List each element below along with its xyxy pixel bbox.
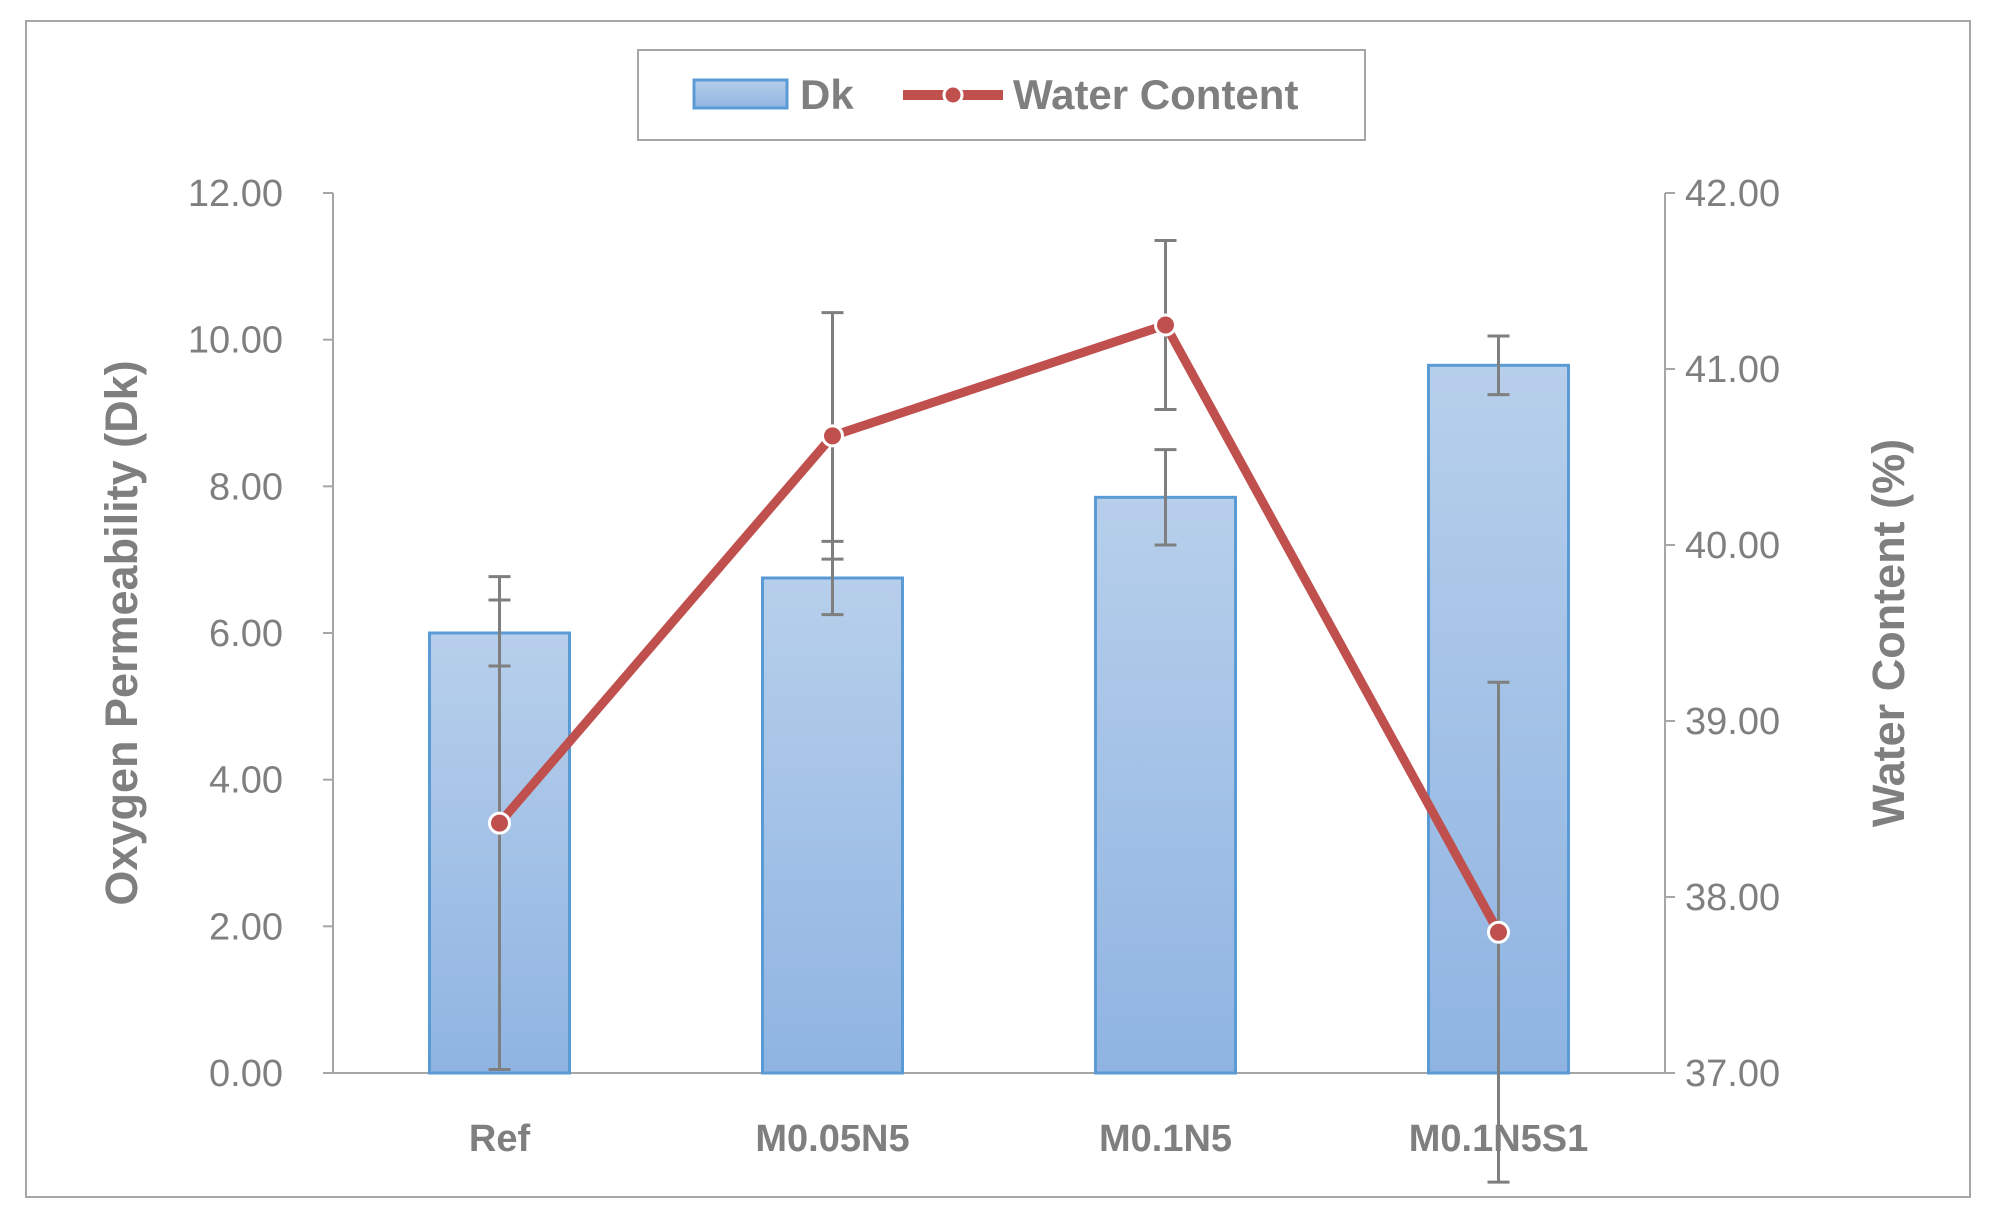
water-content-point: [1487, 920, 1510, 944]
legend-water-label: Water Content: [1013, 71, 1298, 118]
water-content-point: [821, 424, 844, 448]
category-label: M0.1N5S1: [1409, 1118, 1589, 1160]
right-tick-label: 38.00: [1685, 877, 1780, 919]
y-axis-title: Oxygen Permeability (Dk): [96, 360, 147, 905]
right-axis-ticks: 37.00 38.00 39.00 40.00 41.00 42.00: [1665, 173, 1780, 1095]
chart-frame: [25, 20, 1971, 1198]
y2-axis-title: Water Content (%): [1863, 439, 1914, 827]
left-tick-label: 10.00: [188, 320, 283, 362]
legend-dk-swatch: [692, 78, 789, 110]
category-label: M0.05N5: [755, 1118, 909, 1160]
bar-series: [428, 363, 1570, 1075]
water-content-point: [1154, 313, 1177, 337]
bar-error-bars: [488, 334, 1510, 668]
left-tick-label: 2.00: [209, 906, 283, 948]
legend-dk-label: Dk: [800, 71, 854, 118]
right-tick-label: 42.00: [1685, 173, 1780, 215]
left-tick-label: 6.00: [209, 613, 283, 655]
left-tick-label: 8.00: [209, 466, 283, 508]
water-content-line: [496, 320, 1503, 935]
category-label: Ref: [469, 1118, 531, 1160]
legend: Dk Water Content: [637, 49, 1366, 141]
right-tick-label: 41.00: [1685, 349, 1780, 391]
water-content-point: [488, 811, 511, 835]
left-tick-label: 12.00: [188, 173, 283, 215]
right-tick-label: 40.00: [1685, 525, 1780, 567]
legend-water-marker: [942, 84, 964, 106]
bar-dk: [761, 576, 904, 1075]
left-axis-ticks: 0.00 2.00 4.00 6.00 8.00 10.00 12.00: [188, 173, 333, 1095]
right-tick-label: 39.00: [1685, 701, 1780, 743]
line-series: [488, 313, 1510, 944]
right-tick-label: 37.00: [1685, 1053, 1780, 1095]
bar-dk: [1094, 495, 1237, 1075]
left-tick-label: 0.00: [209, 1053, 283, 1095]
category-label: M0.1N5: [1099, 1118, 1232, 1160]
left-tick-label: 4.00: [209, 760, 283, 802]
category-labels: Ref M0.05N5 M0.1N5 M0.1N5S1: [469, 1118, 1588, 1160]
